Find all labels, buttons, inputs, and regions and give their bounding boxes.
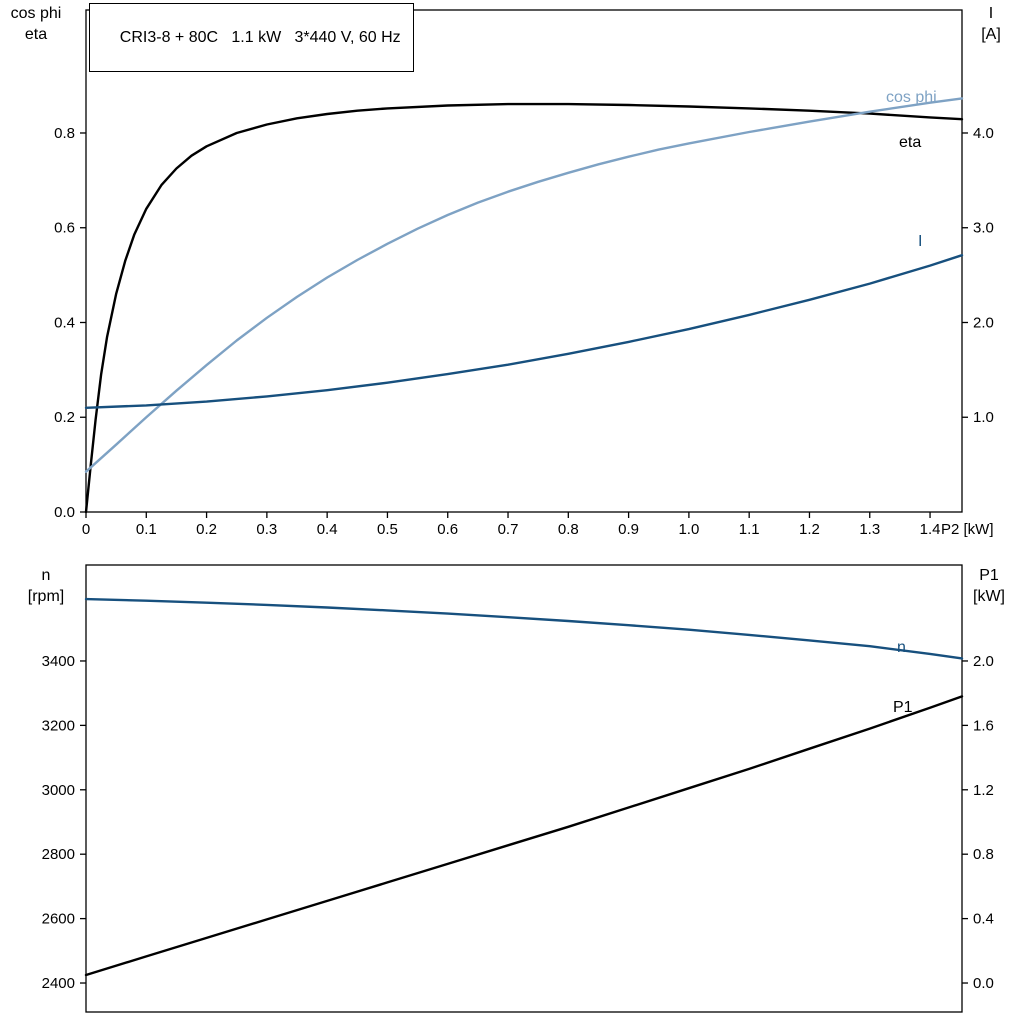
axis-title-line-n: n <box>41 567 51 584</box>
right-axis-tick-label: 2.0 <box>973 653 994 670</box>
x-axis-tick-label: 0.8 <box>558 521 579 538</box>
x-axis-tick-label: 0.7 <box>498 521 519 538</box>
series-label-eta: eta <box>899 134 921 151</box>
right-axis-tick-label: 0.8 <box>973 846 994 863</box>
right-axis-tick-label: 1.6 <box>973 717 994 734</box>
x-axis-tick-label: 1.2 <box>799 521 820 538</box>
left-axis-tick-label: 2400 <box>42 975 75 992</box>
axis-title-line-n-unit: [rpm] <box>27 588 65 605</box>
plot-frame <box>85 564 963 1013</box>
axis-title-current: I [A] <box>962 3 1020 45</box>
x-axis-tick-label: 0.3 <box>256 521 277 538</box>
series-label-speed: n <box>897 639 906 656</box>
axis-title-line-cosphi: cos phi <box>10 5 62 22</box>
right-axis-tick-label: 4.0 <box>973 125 994 142</box>
x-axis-unit-label: P2 [kW] <box>941 521 994 538</box>
series-line-p1 <box>84 695 964 977</box>
series-label-cos-phi: cos phi <box>886 89 937 106</box>
left-axis-tick-label: 3000 <box>42 782 75 799</box>
series-line-current <box>84 253 964 409</box>
axis-title-line-eta: eta <box>24 26 48 43</box>
x-axis-tick-label: 0.4 <box>317 521 338 538</box>
axis-title-line-p1: P1 <box>979 567 999 584</box>
left-axis-tick-label: 0.8 <box>54 125 75 142</box>
right-axis-tick-label: 0.4 <box>973 911 994 928</box>
x-axis-tick-label: 1.3 <box>859 521 880 538</box>
right-axis-tick-label: 3.0 <box>973 220 994 237</box>
left-axis-tick-label: 2600 <box>42 911 75 928</box>
x-axis-tick-label: 1.0 <box>678 521 699 538</box>
series-line-eta <box>84 102 964 514</box>
axis-title-line-p1-unit: [kW] <box>973 588 1005 605</box>
axis-title-p1: P1 [kW] <box>960 565 1018 607</box>
x-axis-tick-label: 1.1 <box>739 521 760 538</box>
x-axis-tick-label: 0.1 <box>136 521 157 538</box>
left-axis-tick-label: 2800 <box>42 846 75 863</box>
right-axis-tick-label: 1.0 <box>973 409 994 426</box>
left-axis-tick-label: 0.4 <box>54 314 75 331</box>
axis-title-line-i-unit: [A] <box>981 26 1001 43</box>
x-axis-tick-label: 1.4 <box>920 521 941 538</box>
chart-title-text: CRI3-8 + 80C 1.1 kW 3*440 V, 60 Hz <box>119 29 401 46</box>
x-axis-tick-label: 0.9 <box>618 521 639 538</box>
left-axis-tick-label: 0.0 <box>54 504 75 521</box>
series-line-speed <box>84 597 964 660</box>
series-label-current: I <box>918 233 922 250</box>
axis-title-speed: n [rpm] <box>12 565 80 607</box>
x-axis-tick-label: 0.2 <box>196 521 217 538</box>
series-label-p1: P1 <box>893 699 913 716</box>
plot-frame <box>85 9 963 513</box>
left-axis-tick-label: 0.6 <box>54 220 75 237</box>
chart-title-box: CRI3-8 + 80C 1.1 kW 3*440 V, 60 Hz <box>89 3 414 72</box>
x-axis-tick-label: 0 <box>82 521 90 538</box>
right-axis-tick-label: 2.0 <box>973 314 994 331</box>
series-line-cos-phi <box>84 97 964 473</box>
axis-title-cosphi-eta: cos phi eta <box>0 3 72 45</box>
axis-title-line-i: I <box>988 5 994 22</box>
right-axis-tick-label: 1.2 <box>973 782 994 799</box>
left-axis-tick-label: 3400 <box>42 653 75 670</box>
left-axis-tick-label: 3200 <box>42 717 75 734</box>
x-axis-tick-label: 0.5 <box>377 521 398 538</box>
left-axis-tick-label: 0.2 <box>54 409 75 426</box>
right-axis-tick-label: 0.0 <box>973 975 994 992</box>
x-axis-tick-label: 0.6 <box>437 521 458 538</box>
